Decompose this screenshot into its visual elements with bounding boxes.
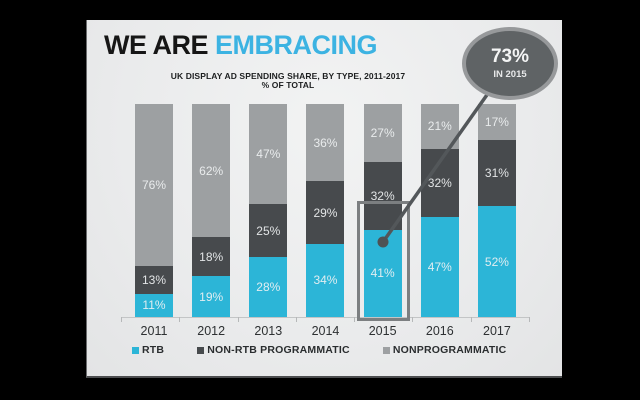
- x-axis-label-2017: 2017: [483, 324, 511, 338]
- legend-swatch-rtb: [132, 346, 139, 354]
- legend-item-rtb: RTB: [132, 344, 164, 356]
- axis-tick: [121, 317, 122, 322]
- segment-value-label: 62%: [199, 163, 224, 178]
- bar-stack-2012: 19% 18% 62%: [192, 104, 231, 317]
- segment-non-rtb-programmatic-2013: 25%: [249, 204, 288, 258]
- bar-stack-2016: 47% 32% 21%: [420, 104, 459, 317]
- segment-nonprogrammatic-2011: 76%: [135, 104, 173, 266]
- bar-stack-2013: 28% 25% 47%: [249, 104, 288, 317]
- segment-value-label: 32%: [427, 175, 452, 190]
- x-axis-label-2012: 2012: [197, 324, 226, 338]
- bar-stack-2011: 11% 13% 76%: [135, 104, 173, 317]
- segment-rtb-2017: 52%: [477, 206, 516, 317]
- x-axis-label-2011: 2011: [140, 324, 168, 338]
- chart-title-line2: % OF TOTAL: [261, 80, 315, 91]
- segment-value-label: 17%: [484, 115, 509, 130]
- legend-swatch-non-rtb-programmatic: [197, 346, 205, 354]
- bar-2011: 11% 13% 76% 2011: [135, 104, 173, 338]
- axis-tick: [179, 317, 180, 322]
- segment-non-rtb-programmatic-2014: 29%: [306, 181, 345, 244]
- bar-2013: 28% 25% 47% 2013: [249, 104, 288, 338]
- axis-tick: [529, 317, 530, 322]
- segment-value-label: 41%: [370, 266, 395, 281]
- legend-label: NON-RTB PROGRAMMATIC: [207, 344, 350, 356]
- x-axis-label-2016: 2016: [425, 324, 454, 338]
- x-axis-label-2014: 2014: [311, 324, 340, 338]
- segment-non-rtb-programmatic-2016: 32%: [420, 148, 459, 217]
- presentation-slide: WE ARE EMBRACING UK DISPLAY AD SPENDING S…: [86, 20, 562, 378]
- segment-nonprogrammatic-2013: 47%: [249, 104, 288, 205]
- axis-tick: [354, 317, 355, 322]
- chart-title: UK DISPLAY AD SPENDING SHARE, BY TYPE, 2…: [148, 71, 428, 91]
- segment-value-label: 18%: [199, 249, 224, 264]
- callout-value: 73%: [490, 46, 530, 67]
- axis-tick: [471, 317, 472, 322]
- segment-nonprogrammatic-2014: 36%: [306, 104, 345, 182]
- segment-value-label: 47%: [427, 259, 452, 274]
- highlight-box-2015: [357, 201, 410, 321]
- segment-nonprogrammatic-2015: 27%: [363, 104, 402, 162]
- callout-caption: IN 2015: [493, 69, 527, 80]
- axis-tick: [296, 317, 297, 322]
- bar-2017: 52% 31% 17% 2017: [477, 104, 516, 338]
- legend-item-non-rtb-programmatic: NON-RTB PROGRAMMATIC: [197, 344, 350, 356]
- axis-tick: [238, 317, 239, 322]
- segment-rtb-2016: 47%: [420, 216, 459, 317]
- segment-value-label: 11%: [142, 298, 166, 313]
- segment-rtb-2012: 19%: [192, 276, 231, 317]
- segment-value-label: 27%: [370, 125, 395, 140]
- bar-2012: 19% 18% 62% 2012: [192, 104, 231, 338]
- segment-value-label: 76%: [141, 177, 167, 192]
- legend-label: RTB: [142, 344, 165, 356]
- chart-title-line1: UK DISPLAY AD SPENDING SHARE, BY TYPE, 2…: [170, 71, 406, 81]
- title-highlight: EMBRACING: [215, 30, 378, 60]
- segment-value-label: 36%: [313, 135, 338, 150]
- segment-non-rtb-programmatic-2017: 31%: [477, 140, 516, 207]
- segment-value-label: 25%: [256, 223, 281, 238]
- legend-swatch-nonprogrammatic: [382, 346, 390, 354]
- segment-nonprogrammatic-2017: 17%: [477, 104, 516, 141]
- segment-rtb-2011: 11%: [135, 293, 173, 317]
- segment-nonprogrammatic-2016: 21%: [420, 104, 459, 149]
- slide-title: WE ARE EMBRACING: [104, 30, 378, 60]
- x-axis-line: [121, 317, 530, 322]
- segment-nonprogrammatic-2012: 62%: [192, 104, 231, 238]
- segment-non-rtb-programmatic-2012: 18%: [192, 237, 231, 277]
- x-axis-label-2013: 2013: [254, 324, 283, 338]
- bar-2016: 47% 32% 21% 2016: [420, 104, 459, 338]
- segment-value-label: 31%: [484, 166, 509, 181]
- title-prefix: WE ARE: [104, 30, 209, 60]
- segment-rtb-2014: 34%: [306, 243, 345, 317]
- legend-label: NONPROGRAMMATIC: [392, 344, 507, 356]
- bar-stack-2017: 52% 31% 17%: [477, 104, 516, 317]
- stacked-bar-chart: 11% 13% 76% 2011 19% 18% 62% 2012 28% 25% 47% 2013 3…: [135, 104, 516, 338]
- legend: RTB NON-RTB PROGRAMMATIC NONPROGRAMMATIC: [132, 344, 506, 356]
- axis-tick: [412, 317, 413, 322]
- bar-stack-2014: 34% 29% 36%: [306, 104, 345, 317]
- segment-rtb-2013: 28%: [249, 257, 288, 317]
- segment-value-label: 13%: [141, 272, 167, 287]
- segment-value-label: 34%: [313, 273, 338, 288]
- segment-value-label: 28%: [256, 280, 281, 295]
- segment-value-label: 29%: [313, 205, 338, 220]
- bar-2014: 34% 29% 36% 2014: [306, 104, 345, 338]
- segment-value-label: 47%: [256, 147, 281, 162]
- segment-value-label: 52%: [484, 254, 509, 269]
- legend-item-nonprogrammatic: NONPROGRAMMATIC: [382, 344, 507, 356]
- segment-value-label: 21%: [427, 119, 452, 134]
- x-axis-label-2015: 2015: [368, 324, 397, 338]
- segment-non-rtb-programmatic-2011: 13%: [135, 265, 173, 294]
- callout-bubble: 73% IN 2015: [462, 27, 558, 100]
- segment-value-label: 19%: [199, 289, 224, 304]
